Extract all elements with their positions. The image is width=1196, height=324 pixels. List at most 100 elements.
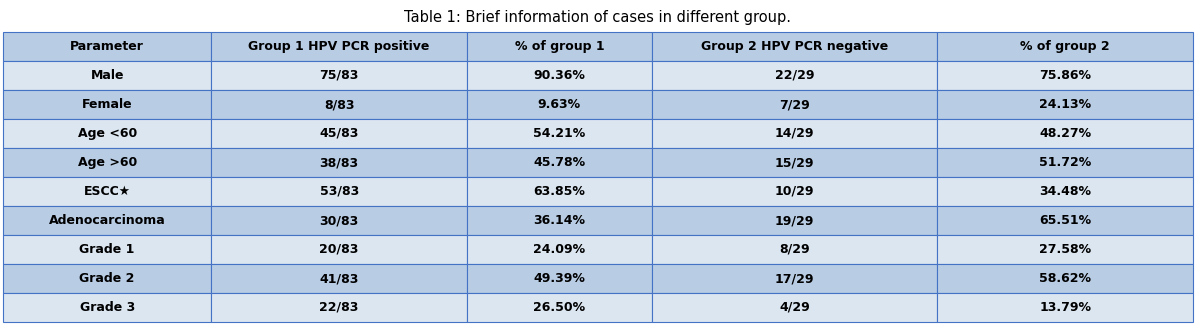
Text: 19/29: 19/29 [775,214,814,227]
Bar [468,293,652,322]
Bar [652,293,938,322]
Text: 10/29: 10/29 [775,185,814,198]
Bar [4,90,212,119]
Bar [468,264,652,293]
Bar [212,148,468,177]
Bar [938,293,1192,322]
Bar [938,61,1192,90]
Text: 53/83: 53/83 [319,185,359,198]
Bar [212,61,468,90]
Text: 48.27%: 48.27% [1039,127,1091,140]
Text: 36.14%: 36.14% [533,214,585,227]
Bar [212,32,468,61]
Text: 14/29: 14/29 [775,127,814,140]
Bar [4,206,212,235]
Bar [4,119,212,148]
Bar [4,264,212,293]
Bar [652,90,938,119]
Bar [4,32,212,61]
Text: 58.62%: 58.62% [1039,272,1091,285]
Text: 45.78%: 45.78% [533,156,585,169]
Bar [212,235,468,264]
Text: 24.13%: 24.13% [1039,98,1091,111]
Bar [468,235,652,264]
Text: Adenocarcinoma: Adenocarcinoma [49,214,165,227]
Text: Group 1 HPV PCR positive: Group 1 HPV PCR positive [249,40,429,53]
Bar [212,177,468,206]
Text: % of group 2: % of group 2 [1020,40,1110,53]
Text: Age <60: Age <60 [78,127,136,140]
Text: 75/83: 75/83 [319,69,359,82]
Bar [4,148,212,177]
Text: 8/83: 8/83 [324,98,354,111]
Text: Grade 3: Grade 3 [79,301,135,314]
Bar [212,90,468,119]
Bar [938,177,1192,206]
Text: % of group 1: % of group 1 [514,40,604,53]
Bar [938,32,1192,61]
Bar [468,32,652,61]
Text: 13.79%: 13.79% [1039,301,1091,314]
Bar [468,119,652,148]
Text: 45/83: 45/83 [319,127,359,140]
Text: 63.85%: 63.85% [533,185,585,198]
Text: 4/29: 4/29 [779,301,810,314]
Text: 51.72%: 51.72% [1039,156,1091,169]
Bar [468,148,652,177]
Text: 49.39%: 49.39% [533,272,585,285]
Bar [652,61,938,90]
Text: 17/29: 17/29 [775,272,814,285]
Text: 30/83: 30/83 [319,214,359,227]
Bar [938,235,1192,264]
Bar [938,90,1192,119]
Bar [468,90,652,119]
Bar [652,148,938,177]
Text: Group 2 HPV PCR negative: Group 2 HPV PCR negative [701,40,887,53]
Text: Grade 1: Grade 1 [79,243,135,256]
Text: 38/83: 38/83 [319,156,359,169]
Text: Grade 2: Grade 2 [79,272,135,285]
Bar [652,264,938,293]
Bar [4,61,212,90]
Bar [652,177,938,206]
Bar [938,264,1192,293]
Text: 41/83: 41/83 [319,272,359,285]
Text: 15/29: 15/29 [775,156,814,169]
Text: 24.09%: 24.09% [533,243,585,256]
Text: 20/83: 20/83 [319,243,359,256]
Bar [4,177,212,206]
Bar [4,235,212,264]
Bar [4,293,212,322]
Text: 8/29: 8/29 [779,243,810,256]
Bar [468,61,652,90]
Bar [938,206,1192,235]
Bar [938,119,1192,148]
Bar [212,119,468,148]
Text: ESCC★: ESCC★ [84,185,130,198]
Bar [652,119,938,148]
Text: 22/83: 22/83 [319,301,359,314]
Text: 90.36%: 90.36% [533,69,585,82]
Bar [652,206,938,235]
Text: Age >60: Age >60 [78,156,136,169]
Text: Male: Male [91,69,124,82]
Text: 27.58%: 27.58% [1039,243,1091,256]
Text: 34.48%: 34.48% [1039,185,1091,198]
Bar [468,206,652,235]
Text: 26.50%: 26.50% [533,301,585,314]
Text: 54.21%: 54.21% [533,127,586,140]
Text: 22/29: 22/29 [775,69,814,82]
Bar [938,148,1192,177]
Text: 9.63%: 9.63% [538,98,581,111]
Bar [652,235,938,264]
Bar [212,206,468,235]
Bar [652,32,938,61]
Text: Female: Female [81,98,133,111]
Text: 7/29: 7/29 [779,98,810,111]
Bar [212,264,468,293]
Bar [468,177,652,206]
Bar [212,293,468,322]
Text: 75.86%: 75.86% [1039,69,1091,82]
Text: Parameter: Parameter [71,40,144,53]
Text: Table 1: Brief information of cases in different group.: Table 1: Brief information of cases in d… [404,10,792,25]
